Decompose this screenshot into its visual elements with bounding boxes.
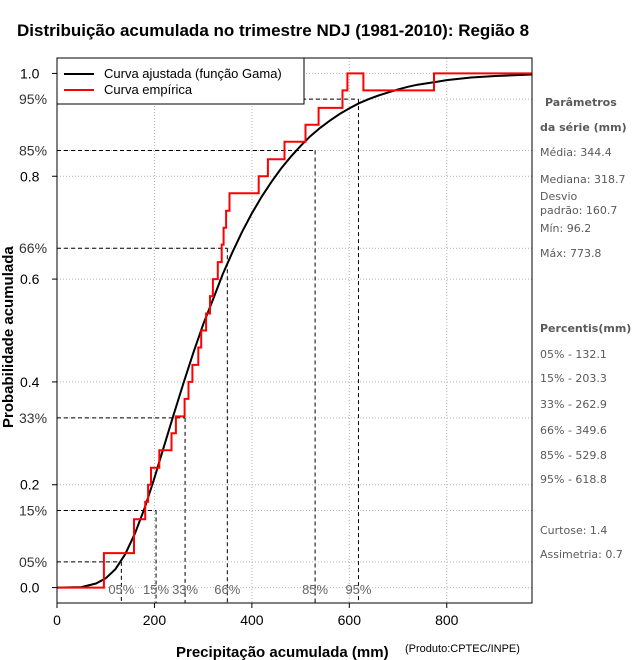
x-percent-label-2: 33% [172, 582, 198, 597]
stat-curtose: Curtose: 1.4 [540, 524, 608, 537]
legend: Curva ajustada (função Gama) Curva empír… [56, 57, 305, 105]
x-axis-label: Precipitação acumulada (mm) [176, 644, 389, 660]
y-percent-label-5: 95% [19, 91, 47, 107]
chart-title: Distribuição acumulada no trimestre NDJ … [17, 21, 529, 40]
x-tick-label-2: 400 [240, 612, 264, 628]
reference-lines [57, 98, 359, 603]
y-percent-label-3: 66% [19, 240, 47, 256]
y-percent-label-1: 15% [19, 502, 47, 518]
series [56, 72, 533, 589]
params-title-line2: da série (mm) [540, 121, 627, 134]
x-percent-label-5: 95% [345, 582, 371, 597]
stat-media: Média: 344.4 [540, 146, 612, 159]
stat-min: Mín: 96.2 [540, 222, 592, 235]
y-tick-label-3: 0.6 [20, 271, 40, 287]
percentile-66: 66% - 349.6 [540, 424, 607, 437]
x-tick-label-1: 200 [143, 612, 167, 628]
percentile-33: 33% - 262.9 [540, 398, 607, 411]
percentis-title: Percentis(mm) [540, 322, 632, 335]
percentile-15: 15% - 203.3 [540, 372, 607, 385]
stat-assimetria: Assimetria: 0.7 [540, 548, 623, 561]
x-tick-label-3: 600 [338, 612, 362, 628]
y-percent-label-4: 85% [19, 143, 47, 159]
y-tick-label-4: 0.8 [20, 168, 40, 184]
x-percent-label-1: 15% [143, 582, 169, 597]
percentile-95: 95% - 618.8 [540, 473, 607, 486]
stat-max: Máx: 773.8 [540, 247, 602, 260]
stat-desvio-line1: Desvio [540, 190, 578, 203]
x-percent-label-4: 85% [302, 582, 328, 597]
params-title-line1: Parâmetros [545, 96, 617, 109]
legend-box [56, 57, 305, 105]
percentile-05: 05% - 132.1 [540, 348, 607, 361]
y-percent-label-2: 33% [19, 410, 47, 426]
y-tick-label-0: 0.0 [20, 580, 40, 596]
x-percent-label-0: 05% [108, 582, 134, 597]
grid [56, 58, 532, 603]
y-tick-label-1: 0.2 [20, 477, 40, 493]
stat-desvio-line2: padrão: 160.7 [540, 204, 618, 217]
x-tick-label-0: 0 [53, 612, 61, 628]
percentile-85: 85% - 529.8 [540, 449, 607, 462]
legend-label-empirical: Curva empírica [104, 82, 193, 97]
empirical-step-curve [57, 72, 532, 589]
legend-label-gamma: Curva ajustada (função Gama) [104, 66, 282, 81]
y-tick-label-2: 0.4 [20, 374, 40, 390]
y-axis-label: Probabilidade acumulada [0, 246, 17, 428]
stat-mediana: Mediana: 318.7 [540, 173, 626, 186]
axis-ticks: 0.00.20.40.60.81.005%15%33%66%85%95%0 200… [19, 65, 459, 628]
x-tick-label-4: 800 [435, 612, 459, 628]
x-percent-label-3: 66% [214, 582, 240, 597]
credit-label: (Produto:CPTEC/INPE) [405, 643, 520, 655]
plot-frame [56, 57, 533, 604]
y-tick-label-5: 1.0 [20, 65, 40, 81]
y-percent-label-0: 05% [19, 554, 47, 570]
